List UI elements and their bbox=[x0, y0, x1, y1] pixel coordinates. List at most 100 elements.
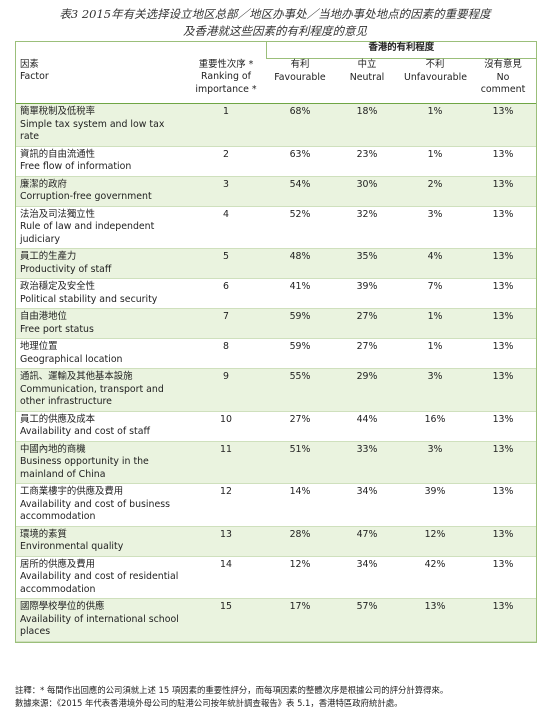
factor-zh: 員工的供應及成本 bbox=[20, 413, 96, 425]
no-comment-cell: 13% bbox=[470, 368, 537, 412]
factor-en: Rule of law and independent judiciary bbox=[20, 221, 155, 245]
favourable-cell: 14% bbox=[266, 483, 334, 527]
no-comment-cell: 13% bbox=[470, 308, 537, 339]
factor-en: Availability of international school pla… bbox=[20, 613, 179, 638]
rank-cell: 1 bbox=[186, 103, 266, 147]
factor-cell: 自由港地位 Free port status bbox=[16, 308, 186, 339]
rank-cell: 15 bbox=[186, 598, 266, 642]
header-factor: 因素 Factor bbox=[16, 58, 186, 104]
unfavourable-cell: 3% bbox=[400, 368, 470, 412]
factor-en: Productivity of staff bbox=[20, 263, 112, 275]
unfavourable-cell: 1% bbox=[400, 338, 470, 369]
rank-cell: 4 bbox=[186, 206, 266, 249]
no-comment-cell: 13% bbox=[470, 338, 537, 369]
factor-cell: 環境的素質 Environmental quality bbox=[16, 526, 186, 557]
table-row: 國際學校學位的供應 Availability of international s… bbox=[16, 598, 537, 642]
factor-en: Corruption-free government bbox=[20, 191, 152, 202]
factor-en: Geographical location bbox=[20, 353, 123, 365]
factor-zh: 通訊、運輸及其他基本設施 bbox=[20, 371, 133, 382]
factor-cell: 簡單稅制及低稅率 Simple tax system and low tax ra… bbox=[16, 103, 186, 147]
factor-cell: 資訊的自由流通性 Free flow of information bbox=[16, 146, 186, 177]
no-comment-cell: 13% bbox=[470, 556, 537, 599]
neutral-cell: 47% bbox=[334, 526, 400, 557]
factor-zh: 國際學校學位的供應 bbox=[20, 601, 105, 612]
factor-zh: 廉潔的政府 bbox=[20, 178, 67, 190]
favourability-group-header: 香港的有利程度 bbox=[265, 42, 537, 59]
title-line-2: 及香港就这些因素的有利程度的意见 bbox=[183, 24, 367, 38]
favourable-cell: 63% bbox=[266, 146, 334, 177]
table-row: 中國內地的商機 Business opportunity in the mainl… bbox=[16, 441, 537, 484]
unfavourable-cell: 42% bbox=[400, 556, 470, 599]
factor-zh: 居所的供應及費用 bbox=[20, 558, 96, 570]
factor-cell: 地理位置 Geographical location bbox=[16, 338, 186, 369]
neutral-cell: 44% bbox=[334, 411, 400, 442]
favourable-cell: 27% bbox=[266, 411, 334, 442]
no-comment-cell: 13% bbox=[470, 176, 537, 207]
table-row: 政治穩定及安全性 Political stability and security… bbox=[16, 278, 537, 309]
title-line-1: 表3 2015年有关选择设立地区总部／地区办事处／当地办事处地点的因素的重要程度 bbox=[59, 7, 491, 21]
neutral-cell: 27% bbox=[334, 308, 400, 339]
factor-en: Environmental quality bbox=[20, 541, 124, 552]
factor-en: Availability and cost of business accomm… bbox=[20, 498, 171, 523]
favourable-cell: 12% bbox=[266, 556, 334, 599]
unfavourable-cell: 12% bbox=[400, 526, 470, 557]
column-header-row: 因素 Factor 重要性次序 * Ranking of importance … bbox=[16, 58, 537, 104]
unfavourable-cell: 3% bbox=[400, 441, 470, 484]
favourable-cell: 55% bbox=[266, 368, 334, 412]
rank-cell: 14 bbox=[186, 556, 266, 599]
neutral-cell: 23% bbox=[334, 146, 400, 177]
neutral-cell: 34% bbox=[334, 483, 400, 527]
neutral-cell: 30% bbox=[334, 176, 400, 207]
neutral-cell: 33% bbox=[334, 441, 400, 484]
unfavourable-cell: 1% bbox=[400, 308, 470, 339]
no-comment-cell: 13% bbox=[470, 248, 537, 279]
favourable-cell: 59% bbox=[266, 338, 334, 369]
factor-zh: 簡單稅制及低稅率 bbox=[20, 106, 96, 117]
neutral-cell: 39% bbox=[334, 278, 400, 309]
neutral-cell: 27% bbox=[334, 338, 400, 369]
factor-en: Availability and cost of staff bbox=[20, 426, 150, 437]
no-comment-cell: 13% bbox=[470, 278, 537, 309]
table-row: 通訊、運輸及其他基本設施 Communication, transport and… bbox=[16, 368, 537, 412]
table-row: 環境的素質 Environmental quality 13 28% 47% 12% 13% bbox=[16, 526, 537, 557]
factor-zh: 自由港地位 bbox=[20, 311, 67, 322]
table-title: 表3 2015年有关选择设立地区总部／地区办事处／当地办事处地点的因素的重要程度… bbox=[0, 6, 550, 40]
factor-table: 香港的有利程度 因素 Factor 重要性次序 * Ranking of imp… bbox=[15, 41, 537, 643]
unfavourable-cell: 2% bbox=[400, 176, 470, 207]
factor-en: Simple tax system and low tax rate bbox=[20, 118, 165, 143]
factor-zh: 員工的生產力 bbox=[20, 251, 77, 262]
rank-cell: 3 bbox=[186, 176, 266, 207]
factor-zh: 法治及司法獨立性 bbox=[20, 208, 96, 220]
factor-zh: 資訊的自由流通性 bbox=[20, 148, 96, 160]
neutral-cell: 18% bbox=[334, 103, 400, 147]
favourable-cell: 28% bbox=[266, 526, 334, 557]
neutral-cell: 32% bbox=[334, 206, 400, 249]
factor-cell: 政治穩定及安全性 Political stability and security bbox=[16, 278, 186, 309]
favourable-cell: 59% bbox=[266, 308, 334, 339]
rank-cell: 5 bbox=[186, 248, 266, 279]
table-row: 員工的供應及成本 Availability and cost of staff 10… bbox=[16, 411, 537, 442]
no-comment-cell: 13% bbox=[470, 598, 537, 642]
factor-cell: 員工的生產力 Productivity of staff bbox=[16, 248, 186, 279]
favourable-cell: 52% bbox=[266, 206, 334, 249]
unfavourable-cell: 4% bbox=[400, 248, 470, 279]
factor-cell: 員工的供應及成本 Availability and cost of staff bbox=[16, 411, 186, 442]
factor-zh: 工商業樓宇的供應及費用 bbox=[20, 486, 124, 497]
no-comment-cell: 13% bbox=[470, 483, 537, 527]
neutral-cell: 29% bbox=[334, 368, 400, 412]
header-ranking: 重要性次序 * Ranking of importance * bbox=[186, 58, 266, 104]
factor-cell: 法治及司法獨立性 Rule of law and independent judi… bbox=[16, 206, 186, 249]
factor-cell: 廉潔的政府 Corruption-free government bbox=[16, 176, 186, 207]
table-row: 居所的供應及費用 Availability and cost of residen… bbox=[16, 556, 537, 599]
group-header-row: 香港的有利程度 bbox=[16, 42, 537, 59]
notes: 註釋：* 每間作出回應的公司須就上述 15 項因素的重要性評分，而每項因素的整體… bbox=[15, 684, 535, 710]
rank-cell: 6 bbox=[186, 278, 266, 309]
header-unfavourable: 不利 Unfavourable bbox=[400, 58, 470, 104]
footnote: 註釋：* 每間作出回應的公司須就上述 15 項因素的重要性評分，而每項因素的整體… bbox=[15, 685, 449, 695]
no-comment-cell: 13% bbox=[470, 206, 537, 249]
factor-en: Availability and cost of residential acc… bbox=[20, 571, 179, 595]
favourable-cell: 48% bbox=[266, 248, 334, 279]
unfavourable-cell: 1% bbox=[400, 103, 470, 147]
factor-zh: 政治穩定及安全性 bbox=[20, 281, 96, 292]
table-row: 自由港地位 Free port status 7 59% 27% 1% 13% bbox=[16, 308, 537, 339]
